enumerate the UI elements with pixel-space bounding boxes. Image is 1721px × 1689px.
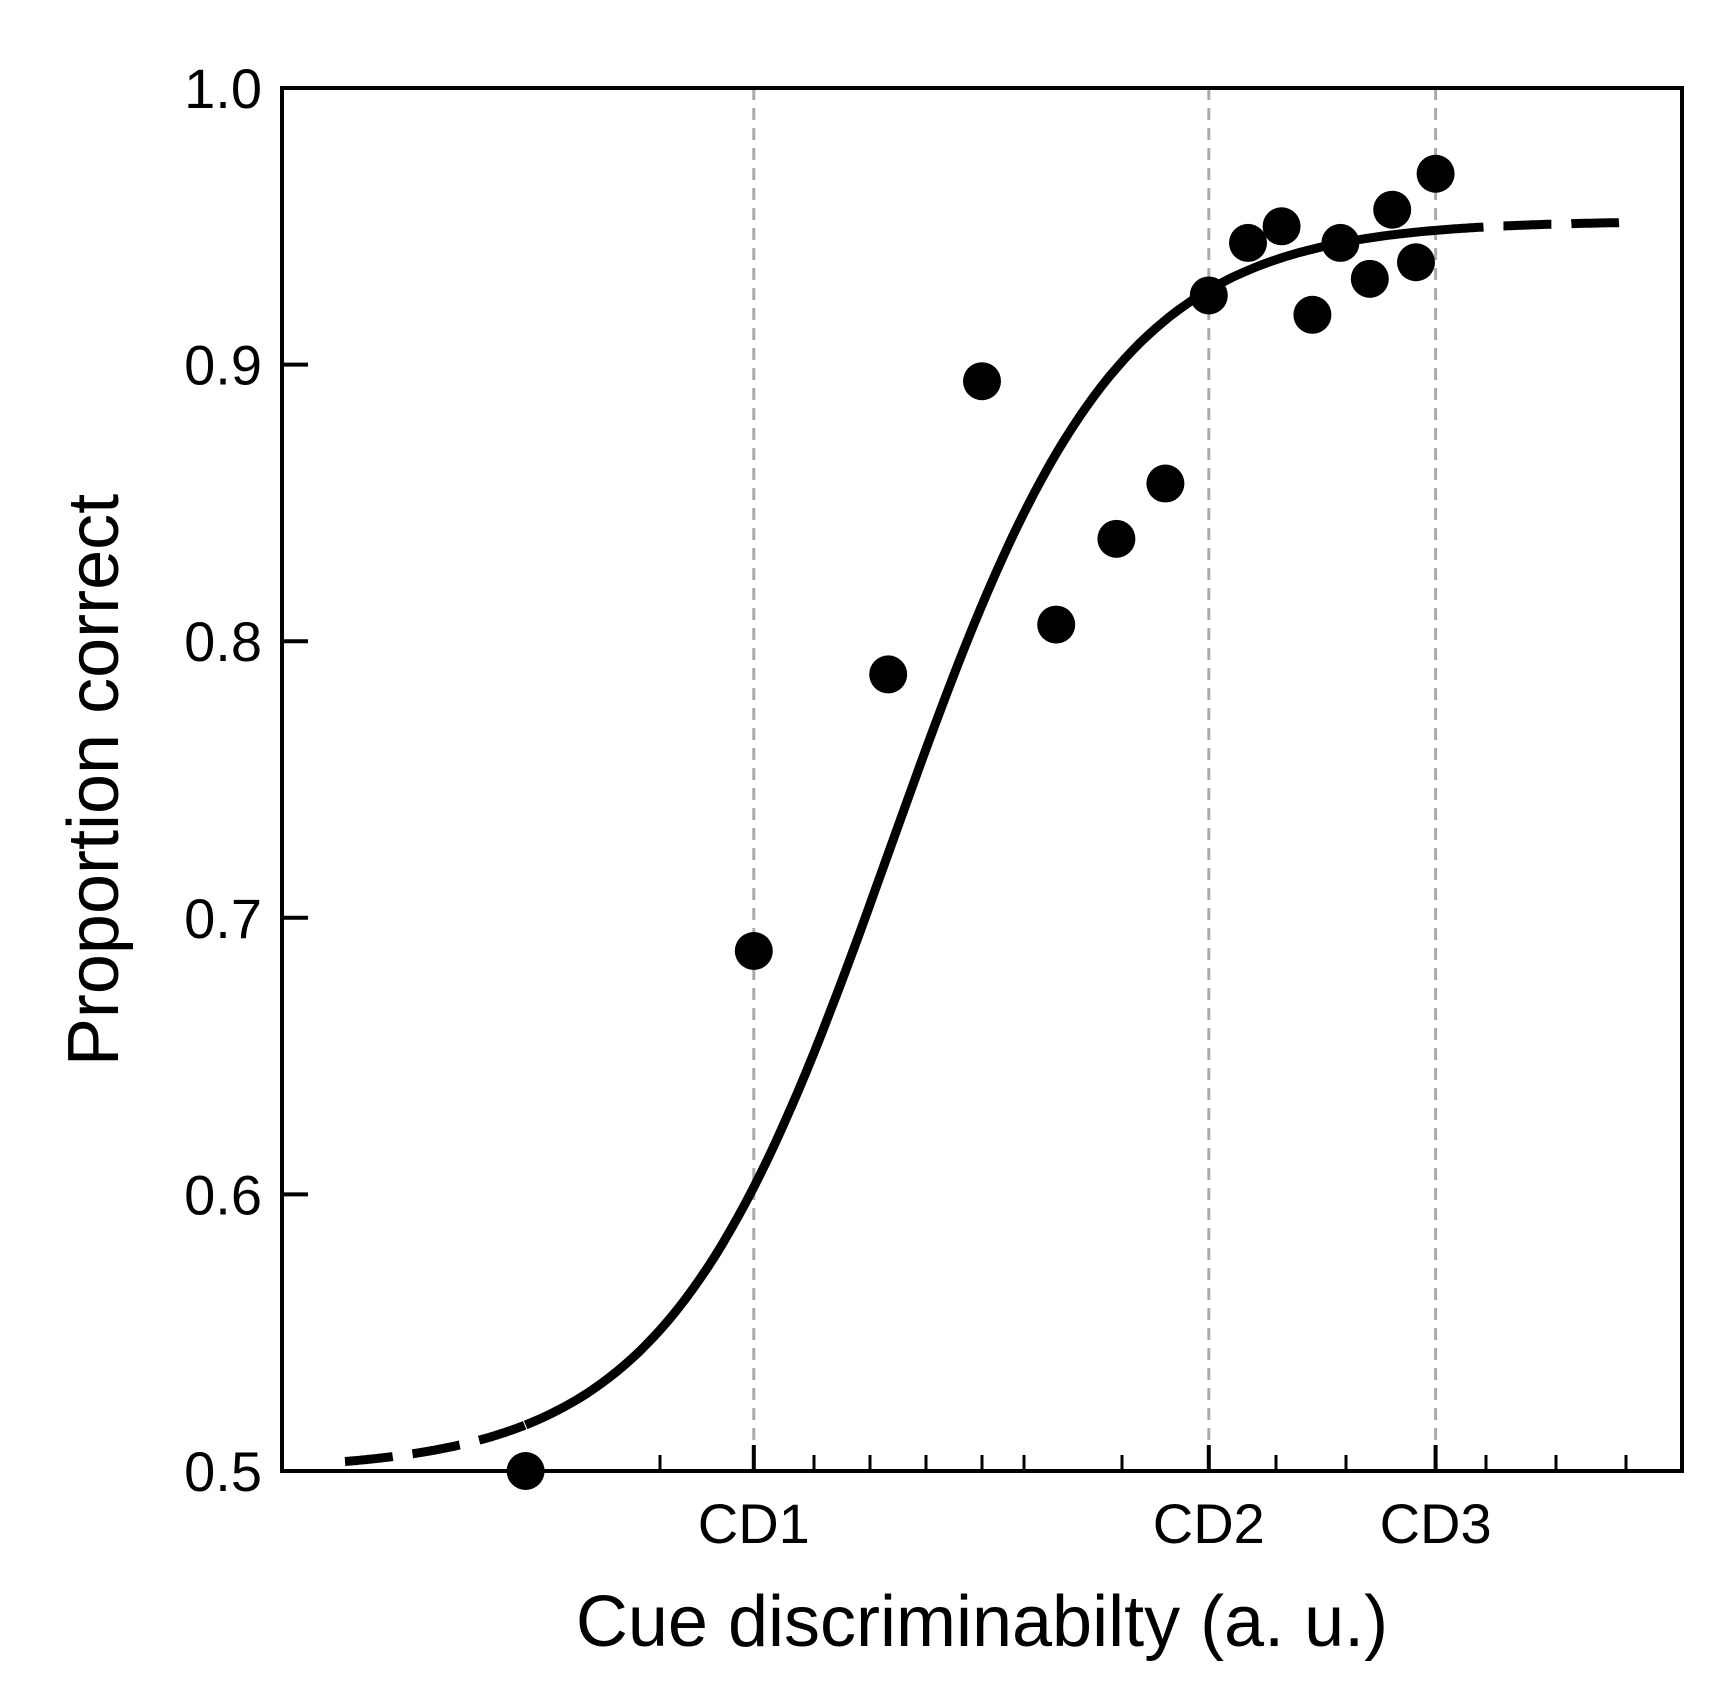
data-point-4 [1037,605,1076,644]
data-point-15 [1416,154,1455,193]
y-tick-label-4: 0.9 [184,334,262,397]
x-tick-label-0: CD1 [698,1492,810,1555]
y-axis-title: Proportion correct [54,494,134,1066]
data-point-14 [1397,243,1435,282]
data-point-13 [1373,190,1412,229]
reference-lines [752,88,1438,1471]
data-point-8 [1229,223,1267,262]
data-point-10 [1293,295,1332,334]
y-tick-label-1: 0.6 [184,1163,262,1226]
fit-curve-extrapolation-high [1435,218,1620,235]
x-tick-label-2: CD3 [1380,1492,1492,1555]
y-tick-label-2: 0.7 [184,887,262,950]
x-axis-ticks: CD1 CD2 CD3 [698,1445,1492,1555]
data-point-5 [1097,519,1136,558]
data-point-11 [1321,223,1360,262]
plot-frame [280,86,1684,1473]
y-tick-label-0: 0.5 [184,1440,262,1503]
x-tick-label-1: CD2 [1153,1492,1265,1555]
y-axis-ticks: 0.5 0.6 0.7 0.8 0.9 1.0 [184,57,308,1503]
data-point-6 [1146,464,1185,503]
fit-curve-solid [523,225,1436,1430]
data-point-1 [734,931,773,970]
data-point-12 [1350,259,1389,298]
x-axis-title: Cue discriminabilty (a. u.) [576,1582,1388,1662]
data-point-3 [963,362,1001,401]
fit-curve [344,218,1620,1466]
x-minor-ticks [658,1455,1628,1471]
data-point-2 [869,655,908,694]
data-point-7 [1189,276,1228,315]
y-tick-label-3: 0.8 [184,610,262,673]
data-points [506,154,1455,1490]
y-tick-label-5: 1.0 [184,57,262,120]
fit-curve-extrapolation-low [344,1420,528,1466]
data-point-9 [1262,207,1301,246]
